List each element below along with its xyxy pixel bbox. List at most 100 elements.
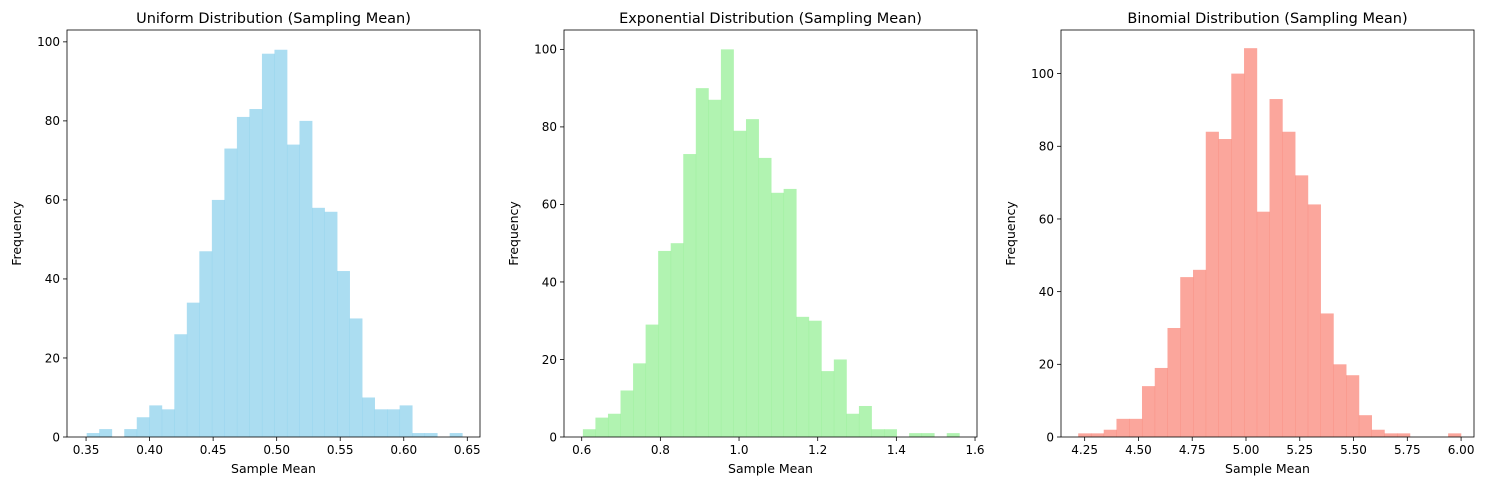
binomial-bar-9 (1193, 269, 1207, 437)
uniform-bar-17 (299, 120, 313, 438)
binomial-axes-frame (1060, 29, 1475, 438)
binomial-bar-18 (1307, 204, 1321, 437)
binomial-bar-17 (1295, 175, 1309, 437)
uniform-y-axis-label: Frequency (9, 201, 24, 266)
uniform-bar-5 (149, 405, 163, 437)
binomial-bar-14 (1256, 211, 1270, 437)
binomial-bar-23 (1371, 429, 1385, 437)
uniform-bar-8 (186, 302, 200, 437)
binomial-x-tick-label-0: 4.25 (1071, 443, 1098, 457)
binomial-bar-20 (1333, 364, 1347, 437)
exponential-bar-21 (846, 413, 860, 437)
uniform-x-axis-label: Sample Mean (231, 461, 316, 476)
exponential-bar-20 (833, 359, 847, 437)
uniform-axes-frame (66, 29, 481, 438)
uniform-y-tick-label-4: 80 (45, 114, 60, 128)
uniform-bar-4 (136, 417, 150, 437)
uniform-bar-26 (412, 433, 426, 437)
exponential-x-tick-label-1: 0.8 (651, 443, 670, 457)
exponential-x-tick-label-5: 1.6 (965, 443, 984, 457)
uniform-x-tick-label-3: 0.50 (263, 443, 290, 457)
exponential-axes-frame (563, 29, 978, 438)
binomial-bar-25 (1397, 433, 1411, 437)
exponential-bar-1 (595, 417, 609, 437)
uniform-bar-12 (236, 116, 250, 437)
uniform-y-tick-label-1: 20 (45, 351, 60, 365)
exponential-x-tick-label-3: 1.2 (808, 443, 827, 457)
binomial-bar-5 (1141, 386, 1156, 437)
binomial-bar-19 (1320, 313, 1334, 437)
binomial-bar-29 (1448, 433, 1462, 437)
binomial-bar-7 (1167, 327, 1181, 437)
binomial-bar-11 (1218, 139, 1232, 437)
binomial-bar-6 (1154, 367, 1168, 437)
exponential-bar-7 (670, 243, 684, 437)
binomial-y-tick-label-3: 60 (1039, 212, 1054, 226)
binomial-bar-4 (1129, 418, 1143, 437)
binomial-histogram-panel: 4.25 4.50 4.75 5.00 5.25 5.50 5.75 6.00 0 20 40 60 8… (1003, 11, 1474, 476)
binomial-x-tick-label-4: 5.25 (1286, 443, 1313, 457)
binomial-bar-13 (1244, 48, 1258, 437)
exponential-y-tick-label-1: 20 (542, 353, 557, 367)
exponential-bars (582, 49, 960, 438)
binomial-chart-title: Binomial Distribution (Sampling Mean) (1127, 11, 1407, 27)
exponential-bar-5 (645, 324, 659, 437)
binomial-x-tick-label-5: 5.50 (1340, 443, 1367, 457)
exponential-bar-19 (821, 371, 835, 437)
uniform-bar-24 (387, 409, 401, 437)
uniform-bar-16 (286, 144, 300, 438)
uniform-y-tick-label-5: 100 (37, 35, 60, 49)
exponential-histogram-panel: 0.6 0.8 1.0 1.2 1.4 1.6 0 20 40 60 80 100 Exponentia… (506, 11, 985, 476)
binomial-x-tick-label-7: 6.00 (1448, 443, 1475, 457)
exponential-bar-2 (607, 413, 621, 437)
uniform-bar-11 (224, 148, 238, 437)
uniform-x-tick-label-5: 0.60 (390, 443, 417, 457)
exponential-y-tick-label-4: 80 (542, 120, 557, 134)
binomial-bar-1 (1090, 433, 1105, 437)
exponential-bar-24 (884, 429, 897, 437)
binomial-bar-15 (1269, 99, 1283, 437)
exponential-bar-12 (733, 130, 747, 437)
exponential-x-axis-label: Sample Mean (728, 461, 813, 476)
binomial-bar-12 (1231, 73, 1245, 437)
binomial-x-tick-label-1: 4.50 (1125, 443, 1152, 457)
binomial-x-tick-label-6: 5.75 (1394, 443, 1421, 457)
uniform-bar-7 (174, 334, 188, 437)
exponential-y-axis-label: Frequency (506, 201, 521, 266)
binomial-y-tick-label-1: 20 (1039, 358, 1054, 372)
exponential-bar-4 (633, 363, 647, 437)
uniform-bar-23 (374, 409, 388, 437)
uniform-bar-27 (424, 433, 438, 437)
exponential-x-tick-label-2: 1.0 (729, 443, 748, 457)
exponential-bar-3 (620, 390, 634, 437)
binomial-y-tick-label-5: 100 (1031, 67, 1054, 81)
uniform-bar-15 (274, 49, 288, 437)
binomial-bar-10 (1205, 131, 1219, 437)
binomial-bar-8 (1180, 277, 1194, 437)
binomial-x-tick-label-3: 5.00 (1233, 443, 1260, 457)
exponential-bar-13 (745, 119, 759, 438)
uniform-y-tick-label-0: 0 (52, 430, 60, 444)
uniform-chart-title: Uniform Distribution (Sampling Mean) (136, 11, 411, 27)
uniform-bar-21 (349, 318, 363, 437)
exponential-bar-27 (921, 433, 935, 437)
uniform-bar-3 (124, 429, 138, 437)
uniform-y-tick-label-3: 60 (45, 193, 60, 207)
uniform-x-tick-label-6: 0.65 (454, 443, 481, 457)
exponential-chart-title: Exponential Distribution (Sampling Mean) (619, 11, 922, 27)
binomial-bar-2 (1103, 429, 1117, 437)
uniform-bar-10 (211, 199, 225, 437)
exponential-y-tick-label-0: 0 (549, 430, 557, 444)
exponential-y-tick-label-2: 40 (542, 275, 557, 289)
binomial-bar-24 (1384, 433, 1398, 437)
uniform-x-tick-label-2: 0.45 (200, 443, 227, 457)
exponential-x-tick-label-0: 0.6 (572, 443, 591, 457)
binomial-y-tick-label-2: 40 (1039, 285, 1054, 299)
exponential-bar-0 (582, 429, 596, 437)
uniform-histogram-panel: 0.35 0.40 0.45 0.50 0.55 0.60 0.65 0 20 40 60 80 100… (9, 11, 481, 476)
exponential-bar-8 (683, 154, 697, 438)
uniform-bar-22 (362, 397, 375, 437)
exponential-bar-29 (946, 433, 960, 437)
exponential-bar-16 (783, 188, 797, 437)
exponential-bar-11 (720, 49, 734, 437)
